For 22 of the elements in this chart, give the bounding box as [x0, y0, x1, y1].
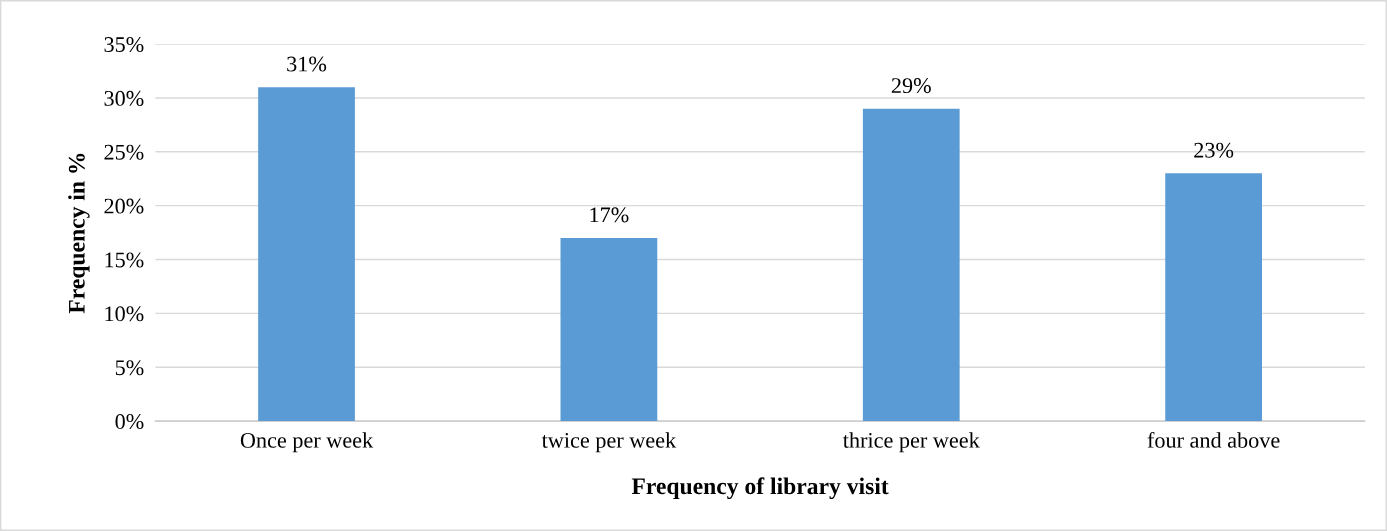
y-tick-label: 30% [104, 90, 144, 106]
x-tick-label: thrice per week [843, 432, 980, 453]
data-label: 29% [891, 78, 931, 94]
data-label: 31% [287, 56, 327, 72]
y-tick-label: 0% [115, 414, 144, 430]
bar [560, 237, 658, 422]
y-tick-label: 25% [104, 144, 144, 160]
bar [1165, 173, 1262, 422]
x-tick-label: Once per week [240, 432, 374, 453]
y-tick-label: 35% [104, 37, 144, 53]
data-label: 17% [590, 207, 629, 223]
y-tick-label: 15% [105, 252, 144, 268]
y-tick-label: 5% [115, 360, 144, 376]
data-label: 23% [1194, 142, 1234, 158]
bar [258, 87, 355, 422]
y-tick-label: 10% [105, 306, 144, 322]
y-tick-label: 20% [104, 198, 144, 214]
y-axis-title: Frequency in % [68, 153, 90, 314]
x-axis-title: Frequency of library visit [631, 477, 889, 500]
x-tick-label: four and above [1147, 431, 1280, 448]
bar [862, 108, 960, 422]
x-tick-label: twice per week [541, 432, 677, 453]
